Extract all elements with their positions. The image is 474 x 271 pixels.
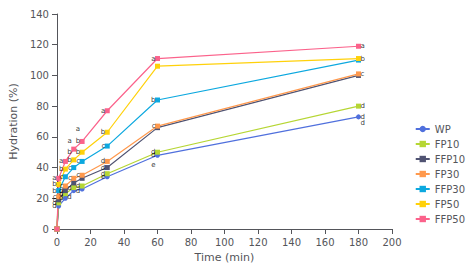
svg-text:100: 100 xyxy=(30,70,49,81)
svg-text:a: a xyxy=(67,137,71,145)
svg-text:a: a xyxy=(151,55,155,63)
svg-text:FFP10: FFP10 xyxy=(435,154,465,165)
svg-text:b: b xyxy=(52,180,57,189)
svg-text:FP30: FP30 xyxy=(435,169,460,180)
svg-text:a: a xyxy=(52,174,57,183)
svg-text:c: c xyxy=(152,122,156,130)
svg-text:c: c xyxy=(360,70,364,78)
svg-text:WP: WP xyxy=(435,124,451,135)
svg-text:80: 80 xyxy=(36,101,49,112)
svg-text:20: 20 xyxy=(36,193,49,204)
svg-text:b: b xyxy=(67,148,72,157)
svg-text:40: 40 xyxy=(36,162,49,173)
svg-text:a: a xyxy=(59,157,64,166)
svg-text:FP50: FP50 xyxy=(435,199,460,210)
svg-text:d: d xyxy=(151,151,155,159)
svg-text:180: 180 xyxy=(349,237,368,248)
svg-text:b: b xyxy=(58,165,64,174)
svg-text:200: 200 xyxy=(382,237,401,248)
svg-text:Time (min): Time (min) xyxy=(194,251,255,264)
svg-text:160: 160 xyxy=(315,237,334,248)
svg-text:d: d xyxy=(360,102,364,110)
svg-text:b: b xyxy=(76,137,81,145)
svg-text:120: 120 xyxy=(30,39,49,50)
svg-text:c: c xyxy=(76,171,80,179)
svg-text:e: e xyxy=(151,161,155,169)
svg-text:d: d xyxy=(100,157,106,166)
svg-text:60: 60 xyxy=(151,237,164,248)
svg-text:60: 60 xyxy=(36,131,49,142)
svg-text:b: b xyxy=(101,128,106,136)
svg-text:FFP50: FFP50 xyxy=(435,214,465,225)
svg-text:d: d xyxy=(67,193,71,201)
svg-text:b: b xyxy=(151,96,156,104)
svg-text:FP10: FP10 xyxy=(435,139,460,150)
svg-text:0: 0 xyxy=(54,237,60,248)
svg-text:d: d xyxy=(67,184,71,192)
svg-text:d: d xyxy=(360,119,364,127)
svg-text:a: a xyxy=(76,125,80,133)
svg-text:Hydration (%): Hydration (%) xyxy=(7,83,20,160)
svg-text:20: 20 xyxy=(84,237,97,248)
svg-text:d: d xyxy=(360,112,365,121)
svg-text:c: c xyxy=(68,174,72,182)
svg-text:c: c xyxy=(101,142,105,150)
svg-text:0: 0 xyxy=(43,224,49,235)
svg-text:100: 100 xyxy=(215,237,234,248)
svg-text:c: c xyxy=(68,164,72,172)
svg-text:b: b xyxy=(76,148,81,156)
svg-text:120: 120 xyxy=(248,237,267,248)
svg-text:40: 40 xyxy=(118,237,131,248)
svg-text:140: 140 xyxy=(30,9,49,20)
svg-text:e: e xyxy=(101,173,105,181)
svg-text:b: b xyxy=(360,55,365,63)
svg-text:d: d xyxy=(59,194,63,202)
svg-text:c: c xyxy=(76,157,80,165)
svg-text:b: b xyxy=(67,155,72,164)
svg-text:d: d xyxy=(76,187,80,195)
svg-text:140: 140 xyxy=(282,237,301,248)
svg-text:80: 80 xyxy=(185,237,198,248)
svg-text:c: c xyxy=(60,173,64,181)
svg-text:d: d xyxy=(52,202,56,210)
svg-text:d: d xyxy=(100,163,106,172)
svg-text:a: a xyxy=(360,42,364,50)
svg-text:b: b xyxy=(52,186,57,195)
svg-text:FFP30: FFP30 xyxy=(435,184,465,195)
svg-text:a: a xyxy=(101,107,105,115)
